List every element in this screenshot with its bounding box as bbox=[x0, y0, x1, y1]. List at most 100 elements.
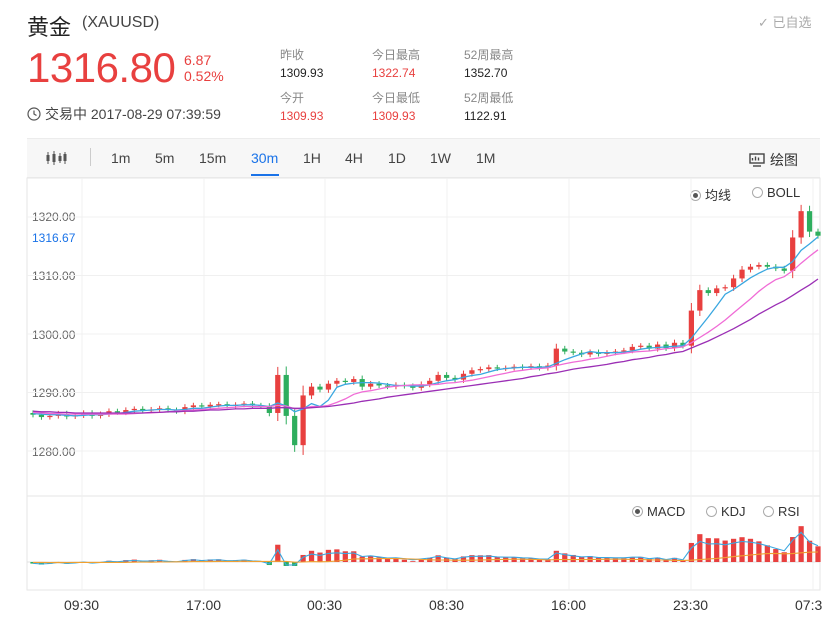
x-tick-label: 00:30 bbox=[307, 597, 343, 613]
ma10-line bbox=[32, 249, 819, 415]
option-kdj-label: KDJ bbox=[721, 504, 746, 519]
candle-body bbox=[292, 415, 298, 446]
tab-1m[interactable]: 1m bbox=[111, 150, 131, 166]
candle-body bbox=[638, 345, 644, 347]
stat-value: 1309.93 bbox=[372, 109, 416, 123]
macd-histogram-bar bbox=[545, 559, 551, 562]
candle-body bbox=[325, 383, 332, 390]
stat-52w-high: 52周最高 1352.70 bbox=[464, 46, 513, 80]
macd-histogram-bar bbox=[536, 559, 543, 562]
radio-rsi[interactable] bbox=[763, 506, 774, 517]
option-rsi-label: RSI bbox=[778, 504, 800, 519]
candle-body bbox=[722, 287, 728, 289]
candle-body bbox=[477, 369, 483, 371]
macd-histogram-bar bbox=[190, 559, 196, 562]
stat-value: 1352.70 bbox=[464, 66, 508, 80]
candle-body bbox=[334, 380, 340, 384]
candle-body bbox=[351, 379, 357, 382]
macd-dea-line bbox=[33, 551, 819, 564]
candle-body bbox=[410, 386, 416, 388]
stat-open: 今开 1309.93 bbox=[280, 89, 323, 123]
radio-kdj[interactable] bbox=[706, 506, 717, 517]
candle-body bbox=[697, 290, 703, 311]
macd-histogram-bar bbox=[401, 559, 408, 562]
candlestick-type-icon[interactable] bbox=[45, 150, 67, 166]
macd-histogram-bar bbox=[519, 558, 526, 562]
active-tab-indicator bbox=[251, 174, 279, 176]
macd-histogram-bar bbox=[815, 546, 821, 562]
tab-15m[interactable]: 15m bbox=[199, 150, 227, 166]
macd-histogram-bar bbox=[604, 557, 610, 562]
tab-4h[interactable]: 4H bbox=[345, 150, 363, 166]
candle-body bbox=[452, 377, 458, 380]
watchlist-label: 已自选 bbox=[772, 15, 812, 30]
tab-1mo[interactable]: 1M bbox=[476, 150, 496, 166]
candle-body bbox=[764, 264, 770, 267]
macd-histogram-bar bbox=[486, 555, 492, 562]
macd-histogram-bar bbox=[477, 555, 483, 562]
macd-histogram-bar bbox=[688, 542, 695, 562]
current-price: 1316.80 bbox=[27, 44, 176, 91]
macd-histogram-bar bbox=[697, 534, 703, 562]
tab-1w[interactable]: 1W bbox=[430, 150, 451, 166]
candle-body bbox=[190, 405, 196, 408]
candle-body bbox=[38, 414, 45, 418]
x-tick-label: 23:30 bbox=[673, 597, 709, 613]
candle-body bbox=[705, 290, 711, 294]
candle-body bbox=[469, 370, 475, 374]
candle-body bbox=[216, 404, 222, 406]
candle-body bbox=[587, 352, 593, 355]
macd-histogram-bar bbox=[739, 537, 745, 562]
tab-1d[interactable]: 1D bbox=[388, 150, 406, 166]
radio-boll[interactable] bbox=[752, 187, 763, 198]
draw-button[interactable]: 绘图 bbox=[749, 150, 798, 170]
stat-prev-close: 昨收 1309.93 bbox=[280, 46, 323, 80]
macd-histogram-bar bbox=[351, 551, 357, 562]
option-kdj[interactable]: KDJ bbox=[706, 504, 746, 519]
draw-label: 绘图 bbox=[770, 152, 798, 168]
stat-value: 1309.93 bbox=[280, 109, 324, 123]
macd-histogram-bar bbox=[418, 559, 424, 562]
stat-day-low: 今日最低 1309.93 bbox=[372, 89, 420, 123]
candle-body bbox=[781, 268, 787, 271]
macd-histogram-bar bbox=[730, 538, 737, 562]
check-icon: ✓ bbox=[758, 15, 769, 30]
chart-toolbar: 1m 5m 15m 30m 1H 4H 1D 1W 1M 绘图 bbox=[27, 138, 820, 178]
option-boll[interactable]: BOLL bbox=[752, 185, 800, 200]
y-tick-label: 1280.00 bbox=[32, 445, 76, 459]
radio-macd[interactable] bbox=[632, 506, 643, 517]
option-macd[interactable]: MACD bbox=[632, 504, 685, 519]
tab-1h[interactable]: 1H bbox=[303, 150, 321, 166]
macd-histogram-bar bbox=[393, 558, 399, 562]
candle-body bbox=[680, 342, 686, 346]
stat-value: 1309.93 bbox=[280, 66, 324, 80]
macd-histogram-bar bbox=[790, 537, 796, 562]
option-rsi[interactable]: RSI bbox=[763, 504, 800, 519]
watchlist-button[interactable]: ✓ 已自选 bbox=[758, 12, 812, 31]
stat-value: 1122.91 bbox=[464, 109, 507, 123]
candle-body bbox=[283, 374, 289, 416]
option-boll-label: BOLL bbox=[767, 185, 801, 200]
macd-histogram-bar bbox=[621, 558, 627, 562]
candle-body bbox=[342, 380, 348, 382]
instrument-name: 黄金 bbox=[27, 15, 72, 40]
candle-body bbox=[747, 266, 754, 270]
macd-histogram-bar bbox=[308, 550, 315, 562]
macd-histogram-bar bbox=[553, 550, 559, 562]
candle-body bbox=[688, 310, 695, 346]
macd-histogram-bar bbox=[376, 557, 382, 562]
stat-label: 昨收 bbox=[280, 48, 305, 62]
macd-histogram-bar bbox=[680, 560, 686, 562]
tab-5m[interactable]: 5m bbox=[155, 150, 175, 166]
macd-histogram-bar bbox=[562, 553, 568, 562]
tab-30m[interactable]: 30m bbox=[251, 150, 279, 166]
macd-histogram-bar bbox=[325, 549, 332, 562]
candle-body bbox=[368, 383, 374, 387]
candle-body bbox=[317, 386, 323, 390]
stat-label: 52周最低 bbox=[464, 91, 514, 105]
candle-body bbox=[739, 269, 745, 279]
macd-histogram-bar bbox=[528, 558, 534, 562]
candle-body bbox=[494, 367, 500, 369]
macd-dif-line bbox=[32, 531, 819, 566]
